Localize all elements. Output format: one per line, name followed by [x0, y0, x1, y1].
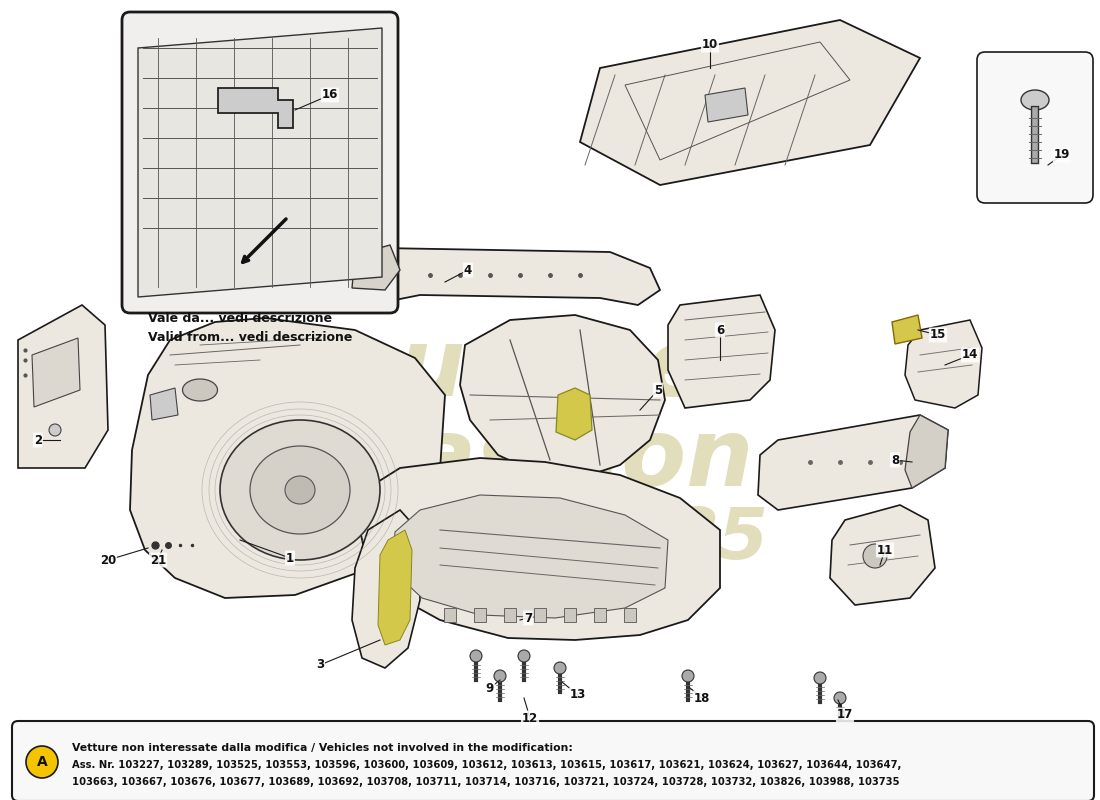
- Text: 13: 13: [570, 689, 586, 702]
- Circle shape: [50, 424, 60, 436]
- Polygon shape: [564, 608, 576, 622]
- Text: since 1985: since 1985: [331, 506, 769, 574]
- Text: 10: 10: [702, 38, 718, 51]
- Text: Vale da... vedi descrizione
Valid from... vedi descrizione: Vale da... vedi descrizione Valid from..…: [148, 312, 352, 344]
- Text: 5: 5: [653, 383, 662, 397]
- Text: 4: 4: [464, 263, 472, 277]
- Polygon shape: [352, 510, 420, 668]
- Text: 20: 20: [100, 554, 117, 566]
- Text: 8: 8: [891, 454, 899, 466]
- Polygon shape: [32, 338, 80, 407]
- Text: 103663, 103667, 103676, 103677, 103689, 103692, 103708, 103711, 103714, 103716, : 103663, 103667, 103676, 103677, 103689, …: [72, 777, 900, 787]
- Text: 3: 3: [316, 658, 324, 671]
- Ellipse shape: [285, 476, 315, 504]
- Polygon shape: [892, 315, 922, 344]
- Polygon shape: [556, 388, 592, 440]
- Polygon shape: [150, 388, 178, 420]
- Polygon shape: [360, 458, 720, 640]
- Circle shape: [470, 650, 482, 662]
- Text: 1: 1: [286, 551, 294, 565]
- Polygon shape: [218, 88, 293, 128]
- FancyBboxPatch shape: [12, 721, 1094, 800]
- Polygon shape: [130, 318, 446, 598]
- Polygon shape: [378, 530, 412, 645]
- Polygon shape: [138, 28, 382, 297]
- Text: 7: 7: [524, 611, 532, 625]
- Circle shape: [814, 672, 826, 684]
- Text: 2: 2: [34, 434, 42, 446]
- Text: europes: europes: [334, 324, 766, 416]
- Text: 18: 18: [694, 691, 711, 705]
- Text: 12: 12: [521, 711, 538, 725]
- Polygon shape: [474, 608, 486, 622]
- Text: 16: 16: [322, 89, 338, 102]
- Text: Vetture non interessate dalla modifica / Vehicles not involved in the modificati: Vetture non interessate dalla modifica /…: [72, 743, 573, 753]
- Circle shape: [26, 746, 58, 778]
- Polygon shape: [504, 608, 516, 622]
- Circle shape: [494, 670, 506, 682]
- Polygon shape: [18, 305, 108, 468]
- Polygon shape: [580, 20, 920, 185]
- Polygon shape: [830, 505, 935, 605]
- Polygon shape: [352, 245, 400, 290]
- Text: 21: 21: [150, 554, 166, 566]
- Text: A: A: [36, 755, 47, 769]
- Text: 17: 17: [837, 709, 854, 722]
- Circle shape: [554, 662, 566, 674]
- Text: 9: 9: [486, 682, 494, 694]
- Circle shape: [864, 544, 887, 568]
- Text: 14: 14: [961, 349, 978, 362]
- Polygon shape: [624, 608, 636, 622]
- Text: passion: passion: [345, 414, 755, 506]
- Polygon shape: [460, 315, 666, 478]
- Text: 6: 6: [716, 323, 724, 337]
- FancyBboxPatch shape: [122, 12, 398, 313]
- Ellipse shape: [183, 379, 218, 401]
- Polygon shape: [348, 248, 660, 305]
- Polygon shape: [534, 608, 546, 622]
- Circle shape: [834, 692, 846, 704]
- Polygon shape: [444, 608, 456, 622]
- Text: 11: 11: [877, 543, 893, 557]
- Text: Ass. Nr. 103227, 103289, 103525, 103553, 103596, 103600, 103609, 103612, 103613,: Ass. Nr. 103227, 103289, 103525, 103553,…: [72, 760, 901, 770]
- Polygon shape: [705, 88, 748, 122]
- Polygon shape: [905, 415, 948, 488]
- Circle shape: [518, 650, 530, 662]
- Text: 19: 19: [1054, 149, 1070, 162]
- FancyBboxPatch shape: [977, 52, 1093, 203]
- Polygon shape: [758, 415, 948, 510]
- Polygon shape: [668, 295, 775, 408]
- Ellipse shape: [250, 446, 350, 534]
- Circle shape: [682, 670, 694, 682]
- Ellipse shape: [1021, 90, 1049, 110]
- Polygon shape: [594, 608, 606, 622]
- Text: 15: 15: [930, 329, 946, 342]
- Ellipse shape: [220, 420, 380, 560]
- Polygon shape: [392, 495, 668, 618]
- Polygon shape: [905, 320, 982, 408]
